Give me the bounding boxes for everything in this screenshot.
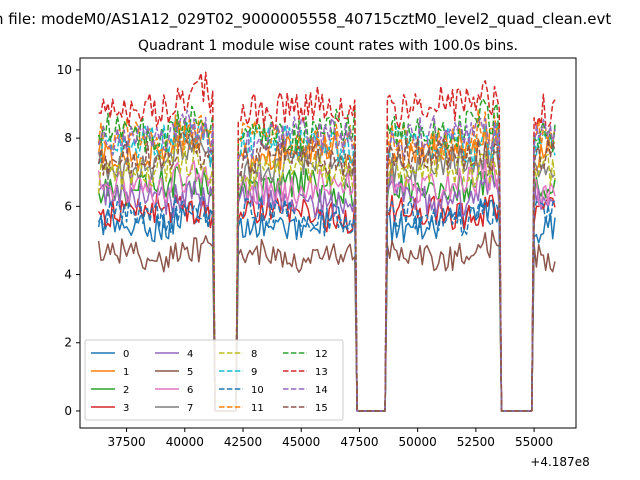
x-tick-label: 52500 bbox=[457, 435, 495, 449]
legend-label: 15 bbox=[315, 403, 328, 414]
legend-label: 0 bbox=[123, 349, 129, 360]
y-tick-label: 4 bbox=[64, 268, 72, 282]
figure-suptitle: n file: modeM0/AS1A12_029T02_9000005558_… bbox=[0, 10, 611, 29]
y-tick-label: 6 bbox=[64, 199, 72, 213]
x-offset-label: +4.187e8 bbox=[530, 455, 589, 469]
series-line-15 bbox=[97, 131, 556, 412]
series-line-4 bbox=[98, 175, 556, 412]
legend-label: 11 bbox=[251, 403, 264, 414]
legend-label: 6 bbox=[187, 385, 193, 396]
series-line-14 bbox=[97, 109, 556, 412]
legend-label: 7 bbox=[187, 403, 193, 414]
series-line-5 bbox=[97, 229, 556, 412]
x-axis: 37500 40000 42500 45000 47500 50000 52500 55000 bbox=[107, 428, 553, 449]
x-tick-label: 40000 bbox=[166, 435, 204, 449]
legend-box bbox=[84, 339, 344, 421]
x-tick-label: 42500 bbox=[224, 435, 262, 449]
legend-label: 12 bbox=[315, 349, 328, 360]
y-axis: 0 2 4 6 8 10 bbox=[57, 63, 80, 418]
legend-label: 4 bbox=[187, 349, 193, 360]
x-tick-label: 55000 bbox=[515, 435, 553, 449]
chart-title: Quadrant 1 module wise count rates with … bbox=[138, 38, 518, 54]
legend-label: 10 bbox=[251, 385, 264, 396]
y-tick-label: 0 bbox=[64, 404, 72, 418]
legend-label: 3 bbox=[123, 403, 129, 414]
x-tick-label: 50000 bbox=[399, 435, 437, 449]
axes-frame bbox=[79, 57, 577, 429]
series-line-7 bbox=[97, 134, 556, 412]
x-tick-label: 45000 bbox=[282, 435, 320, 449]
legend-label: 14 bbox=[315, 385, 328, 396]
series-line-8 bbox=[97, 143, 556, 412]
legend-label: 1 bbox=[123, 367, 129, 378]
x-tick-label: 47500 bbox=[340, 435, 378, 449]
series-line-10 bbox=[97, 196, 556, 412]
y-tick-label: 8 bbox=[64, 131, 72, 145]
series-line-13 bbox=[98, 71, 556, 412]
plot-area bbox=[79, 57, 577, 429]
legend-label: 2 bbox=[123, 385, 129, 396]
y-tick-label: 2 bbox=[64, 336, 72, 350]
series-line-2 bbox=[97, 165, 556, 412]
x-tick-label: 37500 bbox=[107, 435, 145, 449]
legend-label: 9 bbox=[251, 367, 257, 378]
y-tick-label: 10 bbox=[57, 63, 72, 77]
legend-label: 13 bbox=[315, 367, 328, 378]
legend-label: 8 bbox=[251, 349, 257, 360]
legend-label: 5 bbox=[187, 367, 193, 378]
